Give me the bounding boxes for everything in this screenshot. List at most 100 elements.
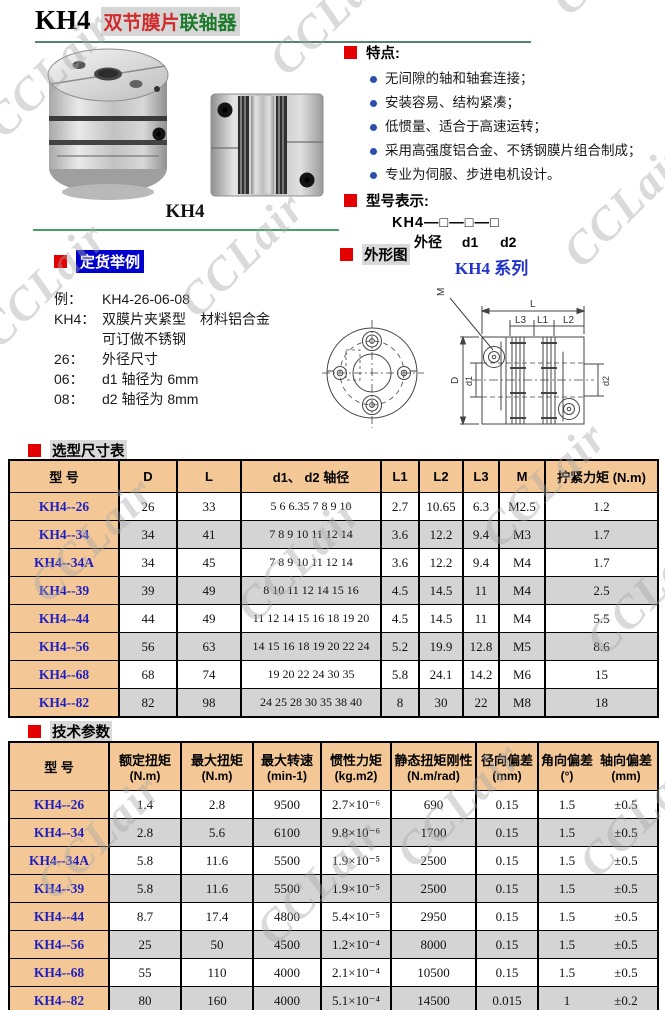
value-cell: 9.4 <box>462 548 500 577</box>
value-cell: ±0.5 <box>595 846 659 875</box>
watermark-text: CCLair <box>540 0 665 25</box>
column-header: 轴向偏差 (mm) <box>595 741 659 791</box>
column-header: D <box>118 459 178 493</box>
model-cell: KH4--26 <box>8 790 110 819</box>
value-cell: 1.7 <box>544 548 659 577</box>
column-header: 径向偏差 (mm) <box>475 741 539 791</box>
column-header: d1、 d2 轴径 <box>240 459 382 493</box>
value-cell: 17.4 <box>180 902 254 931</box>
value-cell: 1.9×10⁻⁵ <box>320 846 392 875</box>
model-cell: KH4--34A <box>8 548 120 577</box>
red-square-icon <box>344 46 357 59</box>
value-cell: 11 <box>462 604 500 633</box>
list-item: 无间隙的轴和轴套连接； <box>370 67 664 91</box>
value-cell: 12.8 <box>462 632 500 661</box>
value-cell: 98 <box>176 688 242 718</box>
model-cell: KH4--82 <box>8 688 120 718</box>
value-cell: 1700 <box>390 818 477 847</box>
ordering-line: 08： d2 轴径为 8mm <box>54 389 354 409</box>
table-row: KH4--56 56 63 14 15 16 18 19 20 22 24 5.2 19.… <box>8 632 659 661</box>
value-cell: 68 <box>118 660 178 689</box>
product-photo <box>47 48 324 200</box>
value-cell: 26 <box>118 492 178 521</box>
model-cell: KH4--34 <box>8 818 110 847</box>
tech-table-title: 技术参数 <box>50 721 112 742</box>
value-cell: 14.5 <box>418 604 464 633</box>
features-title: 特点: <box>366 46 400 62</box>
ordering-label: 例： <box>54 291 82 307</box>
value-cell: 18 <box>544 688 659 718</box>
model-cell: KH4--82 <box>8 986 110 1010</box>
bullet-icon <box>370 172 377 179</box>
value-cell: 4800 <box>252 902 322 931</box>
bullet-icon <box>370 124 377 131</box>
value-cell: 9.4 <box>462 520 500 549</box>
dim-label-L3: L3 <box>515 315 527 326</box>
table-row: KH4--44 44 49 11 12 14 15 16 18 19 20 4.5 14.… <box>8 604 659 633</box>
size-table-heading: 选型尺寸表 <box>28 440 127 461</box>
size-table-body: KH4--26 26 33 5 6 6.35 7 8 9 10 2.7 10.65 6.3 M… <box>8 492 659 718</box>
coupling-photo-side <box>210 93 324 197</box>
value-cell: 0.015 <box>475 986 539 1010</box>
model-notation-labels: 外径 d1 d2 <box>414 232 664 252</box>
value-cell: 4000 <box>252 958 322 987</box>
value-cell: 39 <box>118 576 178 605</box>
model-cell: KH4--56 <box>8 930 110 959</box>
model-cell: KH4--56 <box>8 632 120 661</box>
dim-label-L2: L2 <box>563 315 575 326</box>
value-cell: 5.1×10⁻⁴ <box>320 986 392 1010</box>
column-header: 型 号 <box>8 741 110 791</box>
value-cell: 34 <box>118 520 178 549</box>
value-cell: 1.5 <box>537 846 595 875</box>
model-code: KH4 <box>35 5 91 35</box>
value-cell: 1.5 <box>537 902 595 931</box>
value-cell: 7 8 9 10 11 12 14 <box>240 520 382 549</box>
value-cell: 110 <box>180 958 254 987</box>
outline-drawing: L L3 L1 L2 M D d1 d2 <box>322 288 611 428</box>
column-header: L2 <box>418 459 464 493</box>
value-cell: 5.5 <box>544 604 659 633</box>
value-cell: 0.15 <box>475 958 539 987</box>
value-cell: 24 25 28 30 35 38 40 <box>240 688 382 718</box>
notation-label: 外径 <box>414 234 442 250</box>
product-name-green: 联轴器 <box>179 13 237 34</box>
value-cell: 34 <box>118 548 178 577</box>
photo-caption: KH4 <box>165 201 205 222</box>
table-row: KH4--82 80 160 4000 5.1×10⁻⁴ 14500 0.015 1 ±0.2 <box>8 986 659 1010</box>
value-cell: 14.5 <box>418 576 464 605</box>
value-cell: 1 <box>537 986 595 1010</box>
features-heading: 特点: <box>344 42 664 63</box>
ordering-text: 可订做不锈钢 <box>102 331 186 347</box>
value-cell: 3.6 <box>380 548 420 577</box>
value-cell: 4.5 <box>380 576 420 605</box>
value-cell: 1.2×10⁻⁴ <box>320 930 392 959</box>
value-cell: 2500 <box>390 874 477 903</box>
column-header: 最大扭矩 (N.m) <box>180 741 254 791</box>
value-cell: 11.6 <box>180 874 254 903</box>
dim-label-L1: L1 <box>537 315 549 326</box>
notation-label: d2 <box>500 234 517 250</box>
value-cell: 9500 <box>252 790 322 819</box>
dim-label-L: L <box>530 299 536 310</box>
value-cell: M8 <box>498 688 546 718</box>
value-cell: 5.8 <box>108 874 182 903</box>
product-name-red: 双节膜片 <box>103 13 180 34</box>
value-cell: 2.8 <box>108 818 182 847</box>
value-cell: 160 <box>180 986 254 1010</box>
value-cell: 12.2 <box>418 548 464 577</box>
value-cell: 24.1 <box>418 660 464 689</box>
value-cell: 2.7×10⁻⁶ <box>320 790 392 819</box>
product-name: 双节膜片联轴器 <box>100 7 240 36</box>
value-cell: M4 <box>498 604 546 633</box>
table-row: KH4--39 39 49 8 10 11 12 14 15 16 4.5 14.5 11 M… <box>8 576 659 605</box>
table-row: KH4--34A 5.8 11.6 5500 1.9×10⁻⁵ 2500 0.15 1.5 ±0… <box>8 846 659 875</box>
header-row: 型 号 D L d1、 d2 轴径 L1 L2 L3 M 拧紧力矩 (N.m) <box>8 459 659 493</box>
model-notation-pattern: KH4—□—□—□ <box>392 215 500 231</box>
title-divider <box>35 41 531 43</box>
value-cell: ±0.5 <box>595 930 659 959</box>
value-cell: ±0.5 <box>595 958 659 987</box>
model-cell: KH4--34 <box>8 520 120 549</box>
column-header: 额定扭矩 (N.m) <box>108 741 182 791</box>
value-cell: 0.15 <box>475 902 539 931</box>
